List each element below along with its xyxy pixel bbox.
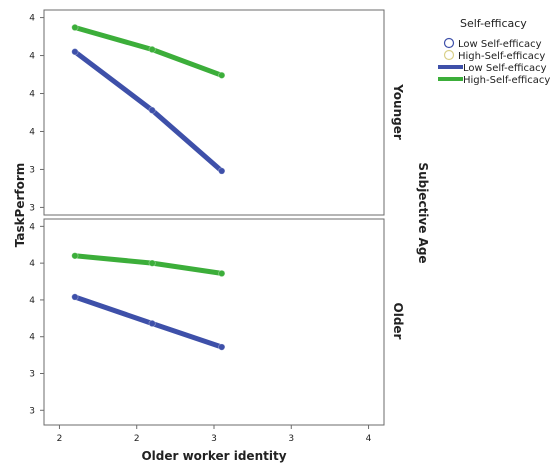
y-tick-label-younger: 4: [29, 90, 35, 100]
x-tick-label: 2: [134, 434, 140, 444]
data-point-low-self-efficacy-older: [71, 293, 79, 301]
facet-label-younger: Younger: [391, 83, 405, 140]
data-point-high-self-efficacy-older: [148, 259, 156, 267]
facet-title: Subjective Age: [416, 162, 430, 263]
data-point-low-self-efficacy-younger: [71, 48, 79, 56]
y-tick-label-older: 3: [29, 406, 35, 416]
x-tick-label: 4: [366, 434, 372, 444]
x-axis-title: Older worker identity: [141, 449, 286, 463]
chart-marks: 4 4 4 4 3 3 4 4 4 4 3 3 2 2 3 3 4: [29, 14, 371, 444]
y-tick-label-younger: 3: [29, 203, 35, 213]
y-tick-label-younger: 4: [29, 52, 35, 62]
legend-label-line-high: High-Self-efficacy: [463, 75, 550, 86]
panel-frame-older: [43, 218, 385, 426]
y-tick-label-older: 3: [29, 370, 35, 380]
data-point-low-self-efficacy-older: [218, 343, 226, 351]
x-tick-label: 3: [288, 434, 294, 444]
y-tick-label-older: 4: [29, 333, 35, 343]
legend-marker-low: [443, 37, 455, 49]
data-point-high-self-efficacy-younger: [148, 45, 156, 54]
data-point-high-self-efficacy-older: [218, 269, 226, 278]
y-tick-label-older: 4: [29, 296, 35, 306]
y-tick-label-younger: 4: [29, 14, 35, 24]
data-point-high-self-efficacy-older: [71, 252, 79, 260]
y-tick-label-younger: 4: [29, 127, 35, 137]
legend: Self-efficacy Low Self-efficacy High-Sel…: [438, 17, 550, 86]
y-tick-label-older: 4: [29, 222, 35, 232]
y-axis-title: TaskPerform: [13, 163, 27, 248]
data-point-low-self-efficacy-younger: [218, 167, 226, 175]
panel-frame-younger: [43, 9, 385, 216]
facet-label-older: Older: [391, 303, 405, 340]
x-tick-label: 2: [57, 434, 63, 444]
x-tick-label: 3: [211, 434, 217, 444]
legend-label-line-low: Low Self-efficacy: [463, 63, 547, 74]
y-tick-label-older: 4: [29, 259, 35, 269]
data-point-high-self-efficacy-younger: [218, 71, 226, 79]
data-point-low-self-efficacy-younger: [148, 106, 156, 114]
legend-title: Self-efficacy: [460, 17, 527, 30]
data-point-high-self-efficacy-younger: [71, 23, 79, 32]
legend-marker-high: [443, 49, 455, 61]
legend-label-marker-low: Low Self-efficacy: [458, 39, 542, 50]
y-tick-label-younger: 3: [29, 165, 35, 175]
data-point-low-self-efficacy-older: [148, 319, 156, 328]
legend-label-marker-high: High-Self-efficacy: [458, 51, 545, 62]
